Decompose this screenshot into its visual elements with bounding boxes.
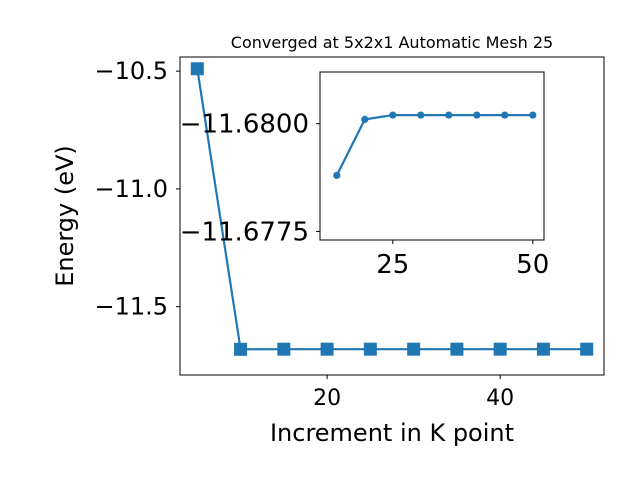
inset-x-ticks: 25 50 (376, 250, 549, 280)
main-data-marker (363, 342, 377, 356)
main-x-ticks: 20 40 (313, 386, 514, 411)
main-data-marker (580, 342, 594, 356)
main-data-marker (407, 342, 421, 356)
main-data-marker (234, 342, 248, 356)
inset-plot-area: 25 50 −11.6800 −11.6775 (180, 71, 549, 280)
main-y-tick-label: −11.5 (94, 293, 168, 321)
inset-series-line (335, 113, 533, 176)
inset-data-marker (333, 171, 341, 179)
inset-data-marker (389, 111, 397, 119)
main-data-marker (277, 342, 291, 356)
main-x-tick-label: 40 (486, 386, 514, 411)
inset-data-marker (417, 111, 425, 119)
inset-series (333, 111, 537, 179)
main-x-tick-label: 20 (313, 386, 341, 411)
inset-data-marker (445, 111, 453, 119)
inset-x-tick-label: 50 (516, 250, 549, 280)
inset-data-marker (473, 111, 481, 119)
main-y-ticks: −10.5 −11.0 −11.5 (94, 57, 168, 321)
x-axis-label: Increment in K point (270, 419, 514, 447)
main-data-marker (320, 342, 334, 356)
main-data-marker (493, 342, 507, 356)
main-data-marker (190, 62, 204, 76)
main-plot-frame (179, 56, 605, 376)
inset-data-marker (529, 111, 537, 119)
main-y-tick-label: −10.5 (94, 57, 168, 85)
main-data-marker (536, 342, 550, 356)
y-axis-label: Energy (eV) (51, 145, 79, 287)
main-series-line (196, 68, 587, 351)
inset-y-tick-label: −11.6775 (180, 217, 309, 247)
inset-y-tick-label: −11.6800 (180, 110, 309, 140)
main-plot-area: 20 40 −10.5 −11.0 −11.5 (94, 56, 605, 411)
main-data-marker (450, 342, 464, 356)
inset-data-marker (501, 111, 509, 119)
inset-x-tick-label: 25 (376, 250, 409, 280)
main-y-tick-label: −11.0 (94, 175, 168, 203)
inset-y-ticks: −11.6800 −11.6775 (180, 110, 309, 248)
main-series (190, 62, 594, 356)
inset-data-marker (361, 115, 369, 123)
inset-plot-frame (319, 71, 545, 241)
chart-title: Converged at 5x2x1 Automatic Mesh 25 (231, 33, 553, 52)
